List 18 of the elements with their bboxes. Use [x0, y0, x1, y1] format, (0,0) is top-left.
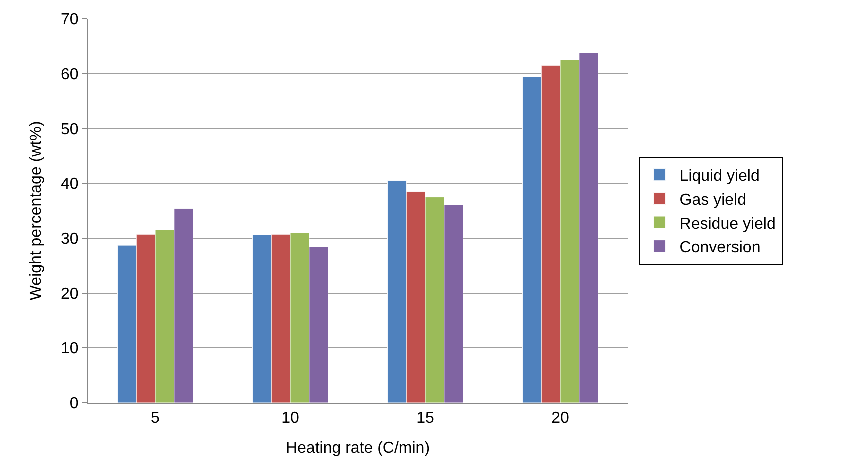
x-axis-title: Heating rate (C/min)	[286, 440, 430, 457]
legend-label: Conversion	[680, 240, 761, 257]
legend-label: Liquid yield	[680, 168, 760, 186]
y-axis-title: Weight percentage (wt%)	[28, 121, 45, 301]
y-tick-label: 40	[61, 176, 79, 194]
y-tick-label: 30	[61, 231, 79, 248]
y-tick-label: 60	[61, 66, 79, 84]
y-tick-label: 0	[70, 396, 79, 413]
x-tick-label: 5	[151, 410, 160, 428]
y-tick-label: 10	[61, 340, 79, 358]
y-tick-label: 50	[61, 121, 79, 138]
legend-label: Residue yield	[680, 216, 776, 233]
x-tick-label: 15	[416, 410, 434, 428]
y-tick-label: 20	[61, 286, 79, 303]
legend-label: Gas yield	[680, 192, 747, 209]
x-tick-label: 20	[552, 410, 570, 428]
y-tick-label: 70	[61, 12, 79, 29]
x-tick-label: 10	[282, 410, 300, 428]
